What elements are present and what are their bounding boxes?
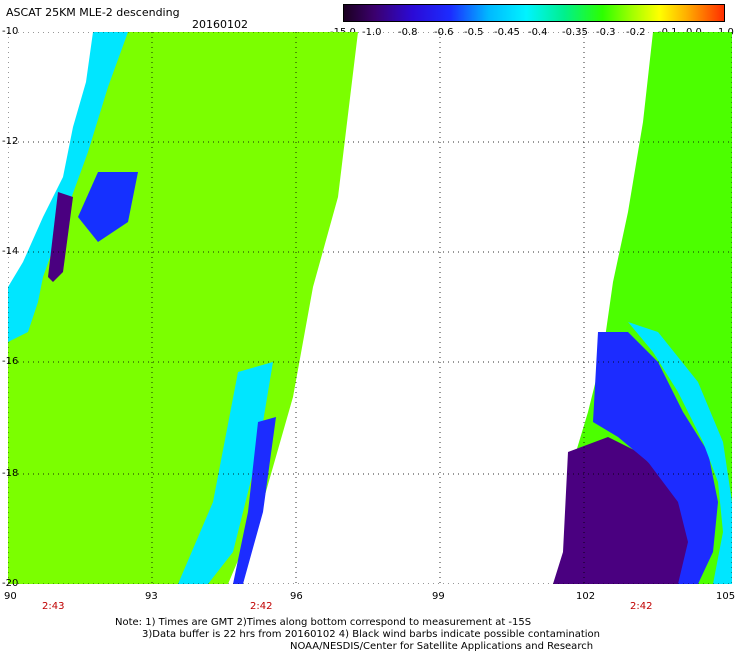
left-swath-right-blue bbox=[233, 417, 276, 584]
left-swath-purple-strip bbox=[48, 192, 73, 282]
lat-label: -16 bbox=[2, 356, 19, 367]
map-svg bbox=[8, 32, 732, 584]
map-plot bbox=[8, 32, 732, 584]
footer-line-1: Note: 1) Times are GMT 2)Times along bot… bbox=[115, 617, 532, 628]
footer-line-2: 3)Data buffer is 22 hrs from 20160102 4)… bbox=[142, 629, 600, 640]
colorbar-label: -0.3 bbox=[596, 27, 616, 38]
grid bbox=[8, 32, 732, 584]
left-swath bbox=[8, 32, 358, 584]
time-label: 2:42 bbox=[250, 601, 273, 612]
time-label: 2:43 bbox=[42, 601, 65, 612]
lon-label: 105 bbox=[716, 591, 736, 602]
lon-label: 93 bbox=[145, 591, 158, 602]
left-swath-right-edge bbox=[178, 362, 273, 584]
lat-label: -18 bbox=[2, 468, 19, 479]
title: ASCAT 25KM MLE-2 descending bbox=[6, 6, 180, 19]
lat-label: -20 bbox=[2, 578, 19, 589]
colorbar-label: -1.0 bbox=[362, 27, 382, 38]
lon-label: 102 bbox=[576, 591, 596, 602]
colorbar-label: -0.35 bbox=[562, 27, 588, 38]
right-swath-purple bbox=[553, 437, 698, 584]
left-swath-edge bbox=[8, 32, 128, 342]
lon-label: 99 bbox=[432, 591, 445, 602]
lat-label: -14 bbox=[2, 246, 19, 257]
footer-line-3: NOAA/NESDIS/Center for Satellite Applica… bbox=[290, 641, 594, 652]
left-swath-blue-patch bbox=[78, 172, 138, 242]
colorbar-label: -0.2 bbox=[626, 27, 646, 38]
colorbar-label: -0.8 bbox=[398, 27, 418, 38]
right-swath-cyan bbox=[628, 322, 732, 584]
colorbar bbox=[343, 4, 725, 22]
lon-label: 96 bbox=[290, 591, 303, 602]
lat-label: -10 bbox=[2, 26, 19, 37]
lat-label: -12 bbox=[2, 136, 19, 147]
time-label: 2:42 bbox=[630, 601, 653, 612]
lon-label: 90 bbox=[4, 591, 17, 602]
colorbar-label: -0.45 bbox=[494, 27, 520, 38]
date: 20160102 bbox=[192, 18, 248, 31]
right-swath-blue bbox=[593, 332, 718, 584]
colorbar-label: -0.4 bbox=[528, 27, 548, 38]
